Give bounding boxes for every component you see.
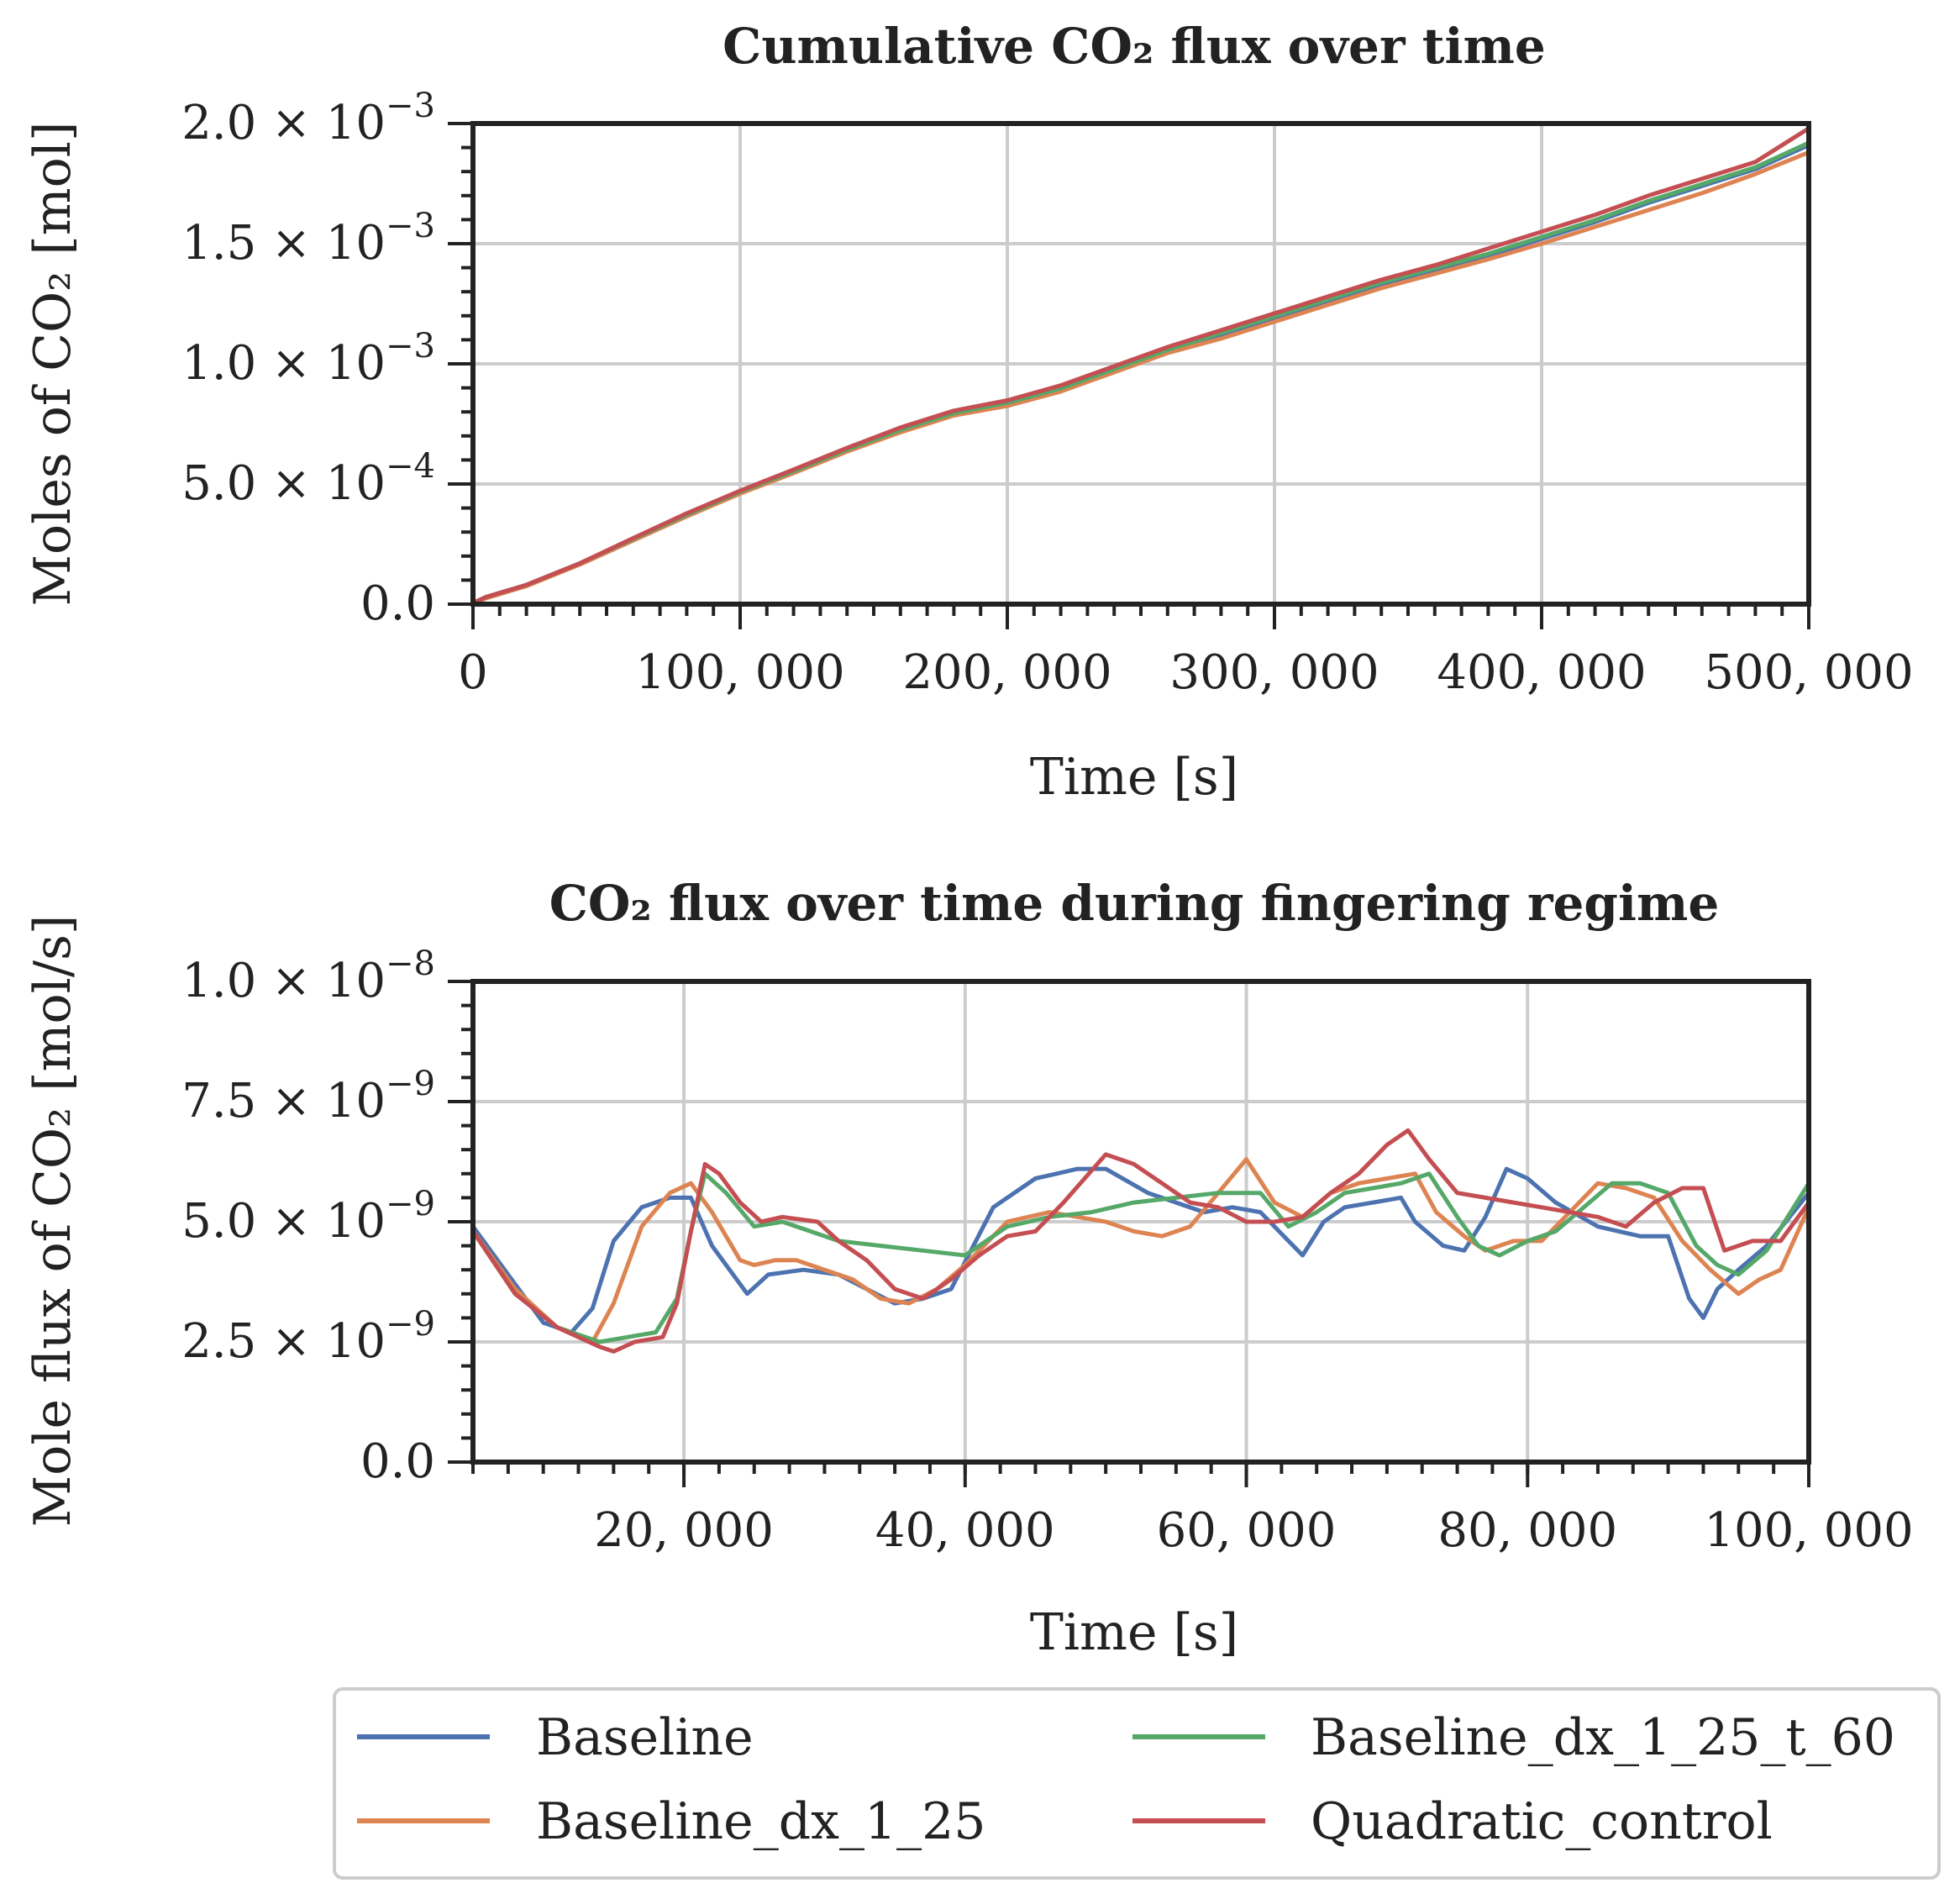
y-tick-exponent: −9 — [386, 1065, 435, 1103]
y-tick-label: 2.5 × 10−9 — [181, 1305, 435, 1369]
y-tick-mantissa: 7.5 × 10 — [181, 1074, 386, 1128]
y-tick-exponent: −4 — [386, 447, 435, 486]
x-tick-label: 40, 000 — [875, 1503, 1055, 1558]
y-axis-label: Mole flux of CO₂ [mol/s] — [24, 915, 82, 1528]
y-tick-mantissa: 5.0 × 10 — [181, 1194, 386, 1249]
series-line-quadratic-control — [470, 1128, 1811, 1354]
x-tick-label: 0 — [458, 645, 488, 700]
y-tick-mantissa: 2.0 × 10 — [181, 96, 386, 150]
legend: Baseline Baseline_dx_1_25 Baseline_dx_1_… — [333, 1687, 1941, 1880]
x-axis-label: Time [s] — [1030, 748, 1238, 807]
x-tick-label: 300, 000 — [1169, 645, 1379, 700]
legend-label-quadratic-control: Quadratic_control — [1311, 1792, 1773, 1851]
y-tick-exponent: −9 — [386, 1305, 435, 1344]
y-tick-exponent: −9 — [386, 1185, 435, 1223]
x-tick-label: 60, 000 — [1157, 1503, 1337, 1558]
series-line-baseline — [470, 1166, 1811, 1335]
y-tick-label: 5.0 × 10−9 — [181, 1185, 435, 1249]
legend-label-baseline: Baseline — [536, 1708, 754, 1767]
cumulative-flux-chart: Cumulative CO₂ flux over time 0 100, 000 2… — [24, 18, 1914, 807]
x-tick-label: 100, 000 — [635, 645, 844, 700]
x-tick-label: 100, 000 — [1704, 1503, 1913, 1558]
y-tick-mantissa: 0.0 — [360, 1434, 435, 1489]
y-tick-mantissa: 1.0 × 10 — [181, 954, 386, 1008]
y-tick-label: 1.0 × 10−8 — [181, 944, 435, 1008]
axis-ticks: 0 100, 000 200, 000 300, 000 400, 000 500, 00… — [181, 87, 1914, 700]
y-tick-mantissa: 5.0 × 10 — [181, 456, 386, 511]
y-tick-exponent: −3 — [386, 327, 435, 366]
y-tick-label: 1.0 × 10−3 — [181, 327, 435, 391]
series-line-baseline-dx-1-25 — [470, 1157, 1811, 1344]
x-tick-label: 80, 000 — [1437, 1503, 1617, 1558]
y-tick-label: 0.0 — [360, 576, 435, 631]
axis-ticks: 20, 000 40, 000 60, 000 80, 000 100, 000 0.0 2… — [181, 944, 1914, 1558]
x-tick-label: 400, 000 — [1437, 645, 1646, 700]
y-tick-label: 5.0 × 10−4 — [181, 447, 435, 511]
x-tick-label: 500, 000 — [1704, 645, 1913, 700]
chart-title: CO₂ flux over time during fingering regi… — [549, 875, 1720, 932]
y-tick-mantissa: 2.5 × 10 — [181, 1314, 386, 1369]
x-tick-label: 20, 000 — [594, 1503, 774, 1558]
x-tick-label: 200, 000 — [902, 645, 1111, 700]
y-tick-exponent: −8 — [386, 944, 435, 983]
y-tick-mantissa: 1.5 × 10 — [181, 216, 386, 271]
series-lines — [470, 126, 1811, 606]
y-tick-label: 7.5 × 10−9 — [181, 1065, 435, 1128]
series-line-quadratic-control — [470, 126, 1811, 606]
y-tick-mantissa: 1.0 × 10 — [181, 336, 386, 391]
series-lines — [470, 1128, 1811, 1354]
y-tick-exponent: −3 — [386, 207, 435, 245]
legend-label-baseline-dx-1-25-t-60: Baseline_dx_1_25_t_60 — [1311, 1708, 1895, 1767]
chart-title: Cumulative CO₂ flux over time — [723, 18, 1546, 75]
y-tick-mantissa: 0.0 — [360, 576, 435, 631]
series-line-baseline-dx-1-25 — [470, 150, 1811, 606]
y-tick-label: 0.0 — [360, 1434, 435, 1489]
x-axis-label: Time [s] — [1030, 1603, 1238, 1662]
flux-fingering-chart: CO₂ flux over time during fingering regi… — [24, 875, 1914, 1662]
legend-label-baseline-dx-1-25: Baseline_dx_1_25 — [536, 1792, 985, 1851]
y-tick-label: 2.0 × 10−3 — [181, 87, 435, 150]
legend-frame — [333, 1687, 1941, 1880]
y-axis-label: Moles of CO₂ [mol] — [24, 122, 82, 607]
y-tick-exponent: −3 — [386, 87, 435, 125]
y-tick-label: 1.5 × 10−3 — [181, 207, 435, 271]
